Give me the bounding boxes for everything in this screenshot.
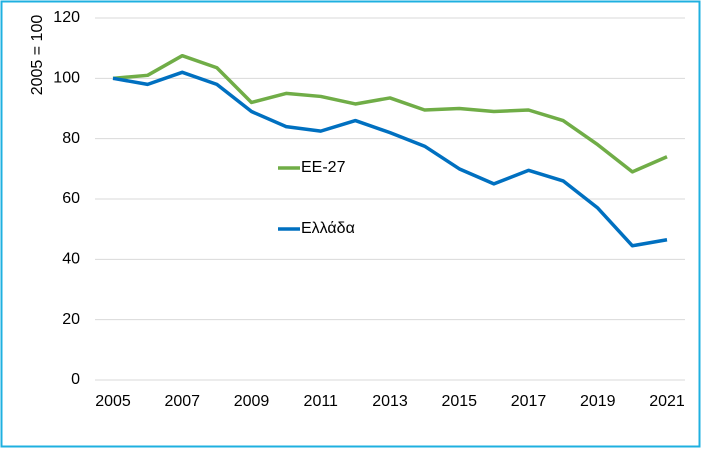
y-tick-label: 100 — [53, 70, 80, 87]
legend-label: Ελλάδα — [301, 220, 355, 237]
x-tick-label: 2021 — [649, 393, 685, 410]
x-tick-label: 2005 — [95, 393, 131, 410]
x-tick-label: 2007 — [164, 393, 200, 410]
x-tick-label: 2017 — [511, 393, 547, 410]
x-tick-label: 2011 — [304, 393, 339, 410]
y-tick-label: 80 — [62, 130, 80, 147]
x-tick-label: 2013 — [372, 393, 408, 410]
y-tick-label: 0 — [71, 371, 80, 388]
y-tick-label: 40 — [62, 251, 80, 268]
y-tick-label: 20 — [62, 311, 80, 328]
series-line — [112, 53, 668, 174]
legend-label: ΕΕ-27 — [301, 159, 346, 176]
y-axis-label: 2005 = 100 — [29, 15, 46, 96]
x-tick-label: 2019 — [580, 393, 616, 410]
y-tick-label: 60 — [62, 190, 80, 207]
y-tick-label: 120 — [53, 9, 80, 26]
x-tick-label: 2015 — [441, 393, 477, 410]
series-line — [112, 70, 668, 248]
x-tick-label: 2009 — [234, 393, 270, 410]
